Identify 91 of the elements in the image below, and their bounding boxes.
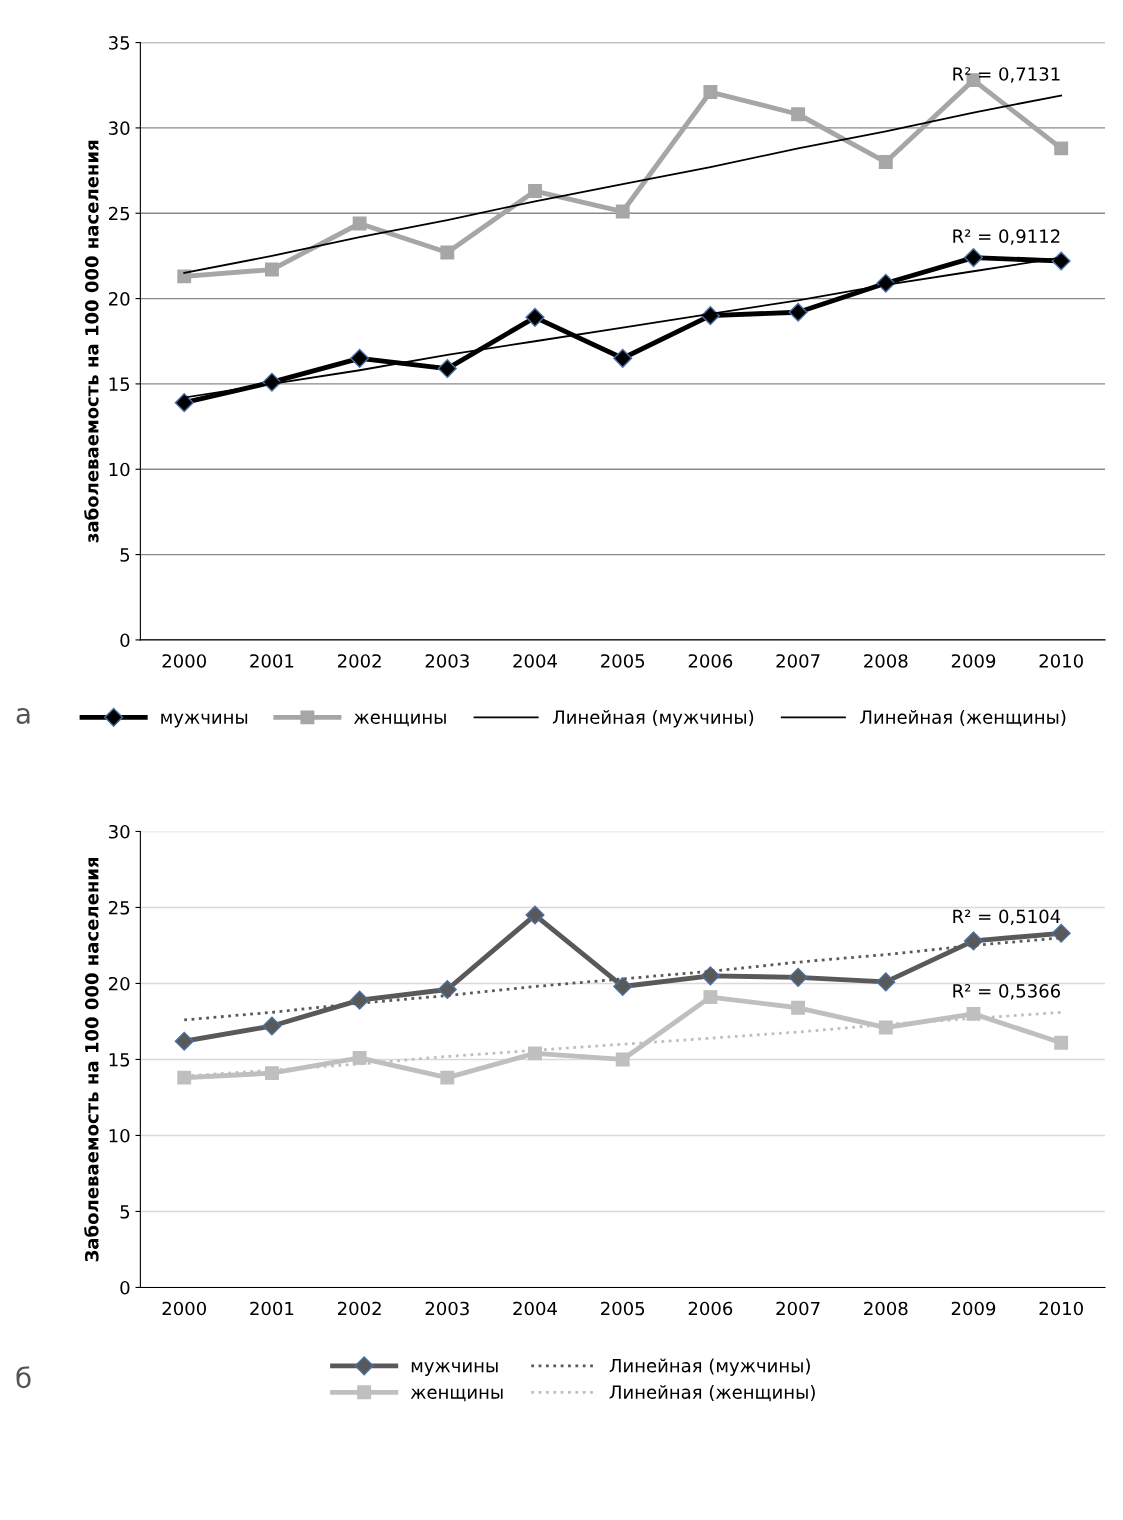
x-tick-label: 2000 bbox=[162, 1301, 206, 1316]
x-tick-label: 2005 bbox=[601, 654, 645, 668]
legend-label: Линейная (женщины) bbox=[609, 1384, 815, 1402]
y-tick-label: 20 bbox=[109, 292, 130, 306]
legend-label: женщины bbox=[410, 1388, 503, 1402]
x-tick-label: 2010 bbox=[1039, 1301, 1083, 1316]
point bbox=[615, 204, 630, 219]
point bbox=[528, 184, 542, 198]
point bbox=[1051, 251, 1071, 271]
x-tick-label: 2006 bbox=[688, 654, 733, 668]
x-tick-label: 2002 bbox=[337, 654, 381, 668]
y-tick-label: 0 bbox=[120, 633, 130, 648]
point bbox=[963, 248, 984, 268]
x-tick-label: 2008 bbox=[864, 1301, 908, 1316]
point bbox=[264, 262, 279, 277]
y-tick-label: 30 bbox=[109, 824, 130, 839]
y-tick-label: 10 bbox=[109, 462, 130, 477]
point bbox=[1051, 923, 1071, 943]
point bbox=[437, 359, 457, 379]
point bbox=[613, 348, 633, 368]
y-tick-label: 25 bbox=[109, 900, 130, 915]
x-tick-label: 2001 bbox=[250, 654, 294, 668]
annotation: R² = 0,5104 bbox=[953, 909, 1061, 926]
y-axis-title: заболеваемость на 100 000 населения bbox=[84, 140, 99, 543]
y-tick-label: 35 bbox=[109, 36, 130, 50]
y-axis-title: Заболеваемость на 100 000 населения bbox=[84, 857, 99, 1262]
point bbox=[352, 216, 367, 231]
x-tick-label: 2004 bbox=[513, 1301, 557, 1316]
point bbox=[174, 393, 194, 413]
point bbox=[264, 1066, 279, 1081]
point bbox=[437, 979, 457, 1000]
point bbox=[703, 990, 718, 1005]
annotation: R² = 0,7131 bbox=[953, 67, 1060, 83]
y-tick-label: 15 bbox=[109, 377, 130, 392]
y-tick-label: 0 bbox=[120, 1280, 130, 1295]
x-tick-label: 2009 bbox=[951, 1301, 996, 1316]
legend-label: Линейная (женщины) bbox=[860, 709, 1066, 727]
text: а bbox=[16, 707, 30, 724]
annotation: R² = 0,9112 bbox=[953, 229, 1060, 245]
point bbox=[177, 1070, 192, 1085]
y-tick-label: 15 bbox=[109, 1053, 130, 1067]
point bbox=[525, 307, 545, 327]
point bbox=[615, 1052, 630, 1067]
text: б bbox=[16, 1366, 31, 1389]
point bbox=[700, 966, 720, 986]
point bbox=[528, 1046, 542, 1061]
x-tick-label: 2007 bbox=[776, 1301, 820, 1316]
legend-label: женщины bbox=[354, 713, 446, 727]
legend-label: мужчины bbox=[411, 1362, 498, 1376]
x-tick-label: 2001 bbox=[250, 1301, 294, 1316]
x-tick-label: 2006 bbox=[688, 1301, 733, 1316]
point bbox=[440, 1070, 455, 1085]
x-tick-label: 2010 bbox=[1039, 654, 1083, 668]
x-tick-label: 2007 bbox=[776, 654, 820, 668]
legend-label: мужчины bbox=[161, 713, 248, 728]
x-tick-label: 2009 bbox=[951, 654, 996, 668]
x-tick-label: 2003 bbox=[425, 654, 469, 668]
point bbox=[791, 1000, 806, 1015]
x-tick-label: 2008 bbox=[864, 654, 908, 668]
point bbox=[350, 990, 370, 1010]
point bbox=[174, 1031, 194, 1051]
point bbox=[788, 302, 808, 322]
point bbox=[613, 976, 633, 997]
x-tick-label: 2000 bbox=[162, 654, 206, 668]
point bbox=[525, 905, 545, 925]
point bbox=[791, 107, 806, 122]
x-tick-label: 2002 bbox=[337, 1301, 381, 1316]
x-tick-label: 2003 bbox=[425, 1301, 469, 1316]
annotation: R² = 0,5366 bbox=[953, 984, 1061, 1000]
y-tick-label: 25 bbox=[109, 206, 130, 221]
point bbox=[440, 245, 455, 260]
point bbox=[1054, 1035, 1069, 1050]
point bbox=[878, 155, 893, 169]
x-tick-label: 2005 bbox=[601, 1301, 645, 1316]
point bbox=[350, 348, 370, 368]
y-tick-label: 30 bbox=[109, 121, 130, 136]
point bbox=[262, 1016, 282, 1036]
point bbox=[1054, 141, 1069, 156]
point bbox=[352, 1050, 367, 1065]
point bbox=[788, 967, 808, 987]
point bbox=[703, 85, 718, 100]
point bbox=[177, 269, 192, 284]
x-tick-label: 2004 bbox=[513, 654, 557, 668]
point bbox=[963, 931, 984, 951]
y-tick-label: 20 bbox=[109, 976, 130, 991]
y-tick-label: 5 bbox=[120, 548, 130, 562]
point bbox=[876, 972, 896, 992]
legend-label: Линейная (мужчины) bbox=[552, 709, 754, 728]
legend-label: Линейная (мужчины) bbox=[609, 1358, 810, 1376]
y-tick-label: 5 bbox=[120, 1205, 130, 1219]
y-tick-label: 10 bbox=[109, 1128, 130, 1143]
